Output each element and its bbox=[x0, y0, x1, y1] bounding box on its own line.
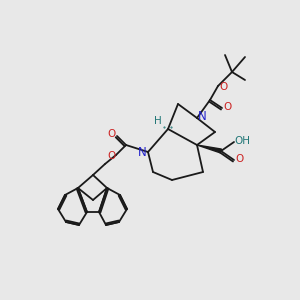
Text: O: O bbox=[223, 102, 231, 112]
Text: O: O bbox=[219, 82, 227, 92]
Text: O: O bbox=[108, 129, 116, 139]
Text: N: N bbox=[138, 146, 146, 158]
Text: OH: OH bbox=[234, 136, 250, 146]
Text: O: O bbox=[235, 154, 243, 164]
Text: N: N bbox=[198, 110, 206, 122]
Text: H: H bbox=[154, 116, 162, 126]
Text: O: O bbox=[107, 151, 115, 161]
Polygon shape bbox=[197, 145, 221, 153]
